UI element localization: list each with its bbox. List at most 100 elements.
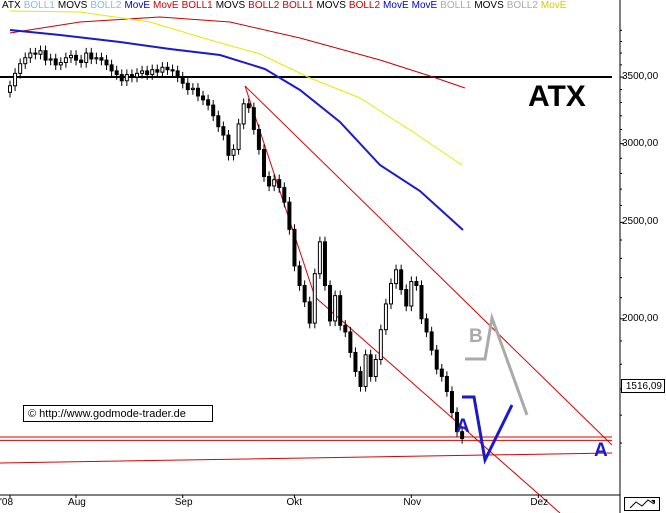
channel-upper-line xyxy=(244,85,613,446)
x-tick-label: '08 xyxy=(0,497,14,508)
candle-up xyxy=(18,63,23,74)
candle-up xyxy=(373,359,378,377)
candle-up xyxy=(272,179,277,187)
candle-up xyxy=(317,241,322,275)
candle-down xyxy=(297,265,302,287)
candle-down xyxy=(292,228,297,267)
candle-up xyxy=(23,57,28,65)
candle-down xyxy=(170,69,175,72)
legend-item[interactable]: BOLL2 xyxy=(248,0,280,11)
candle-up xyxy=(312,273,317,324)
candle-down xyxy=(419,285,424,320)
candle-down xyxy=(439,368,444,377)
chart-title: ATX xyxy=(528,80,586,113)
candle-down xyxy=(195,87,200,97)
legend-item[interactable]: BOLL1 xyxy=(23,0,55,11)
candle-up xyxy=(140,70,145,74)
legend-item[interactable]: MovE xyxy=(124,0,151,11)
legend-item[interactable]: MOVS xyxy=(316,0,346,11)
candle-up xyxy=(135,72,139,78)
channel-lower-line xyxy=(314,296,561,513)
candle-up xyxy=(58,61,63,66)
candle-down xyxy=(358,371,363,387)
legend-item[interactable]: MovE xyxy=(411,0,438,11)
candle-up xyxy=(236,123,241,150)
candle-down xyxy=(33,52,38,55)
y-tick-label: 3000,00 xyxy=(622,137,659,149)
legend-item[interactable]: BOLL1 xyxy=(181,0,213,11)
candle-up xyxy=(68,54,73,59)
legend-item[interactable]: MovE xyxy=(153,0,179,11)
candle-down xyxy=(180,76,185,84)
legend-item[interactable]: BOLL2 xyxy=(348,0,381,11)
wave-annotation: A xyxy=(456,416,470,437)
legend-item[interactable]: MOVS xyxy=(215,0,246,11)
candle-down xyxy=(256,128,261,150)
x-tick-label: Aug xyxy=(68,497,86,508)
candle-up xyxy=(394,269,399,285)
candle-down xyxy=(165,66,170,71)
x-tick-label: Dez xyxy=(530,497,549,508)
candle-up xyxy=(48,58,53,61)
copyright-box[interactable]: © http://www.godmode-trader.de xyxy=(23,405,213,422)
candle-down xyxy=(104,59,109,66)
chart-type-icon[interactable] xyxy=(624,497,660,511)
candle-up xyxy=(150,69,155,76)
legend-item[interactable]: BOLL1 xyxy=(440,0,472,11)
candle-down xyxy=(404,289,409,307)
candle-up xyxy=(13,72,18,87)
candle-down xyxy=(287,201,292,230)
candle-down xyxy=(338,295,343,326)
candle-up xyxy=(94,57,99,60)
legend-item[interactable]: MovE xyxy=(383,0,409,11)
candle-down xyxy=(89,52,94,60)
legend-item[interactable]: BOLL2 xyxy=(90,0,122,11)
candle-down xyxy=(99,57,104,61)
candle-down xyxy=(175,70,180,78)
candle-down xyxy=(43,50,48,61)
candle-up xyxy=(383,303,388,331)
candle-up xyxy=(363,354,368,387)
y-tick-label: 3500,00 xyxy=(622,71,659,83)
candle-up xyxy=(190,87,195,91)
candle-up xyxy=(84,52,89,63)
candle-up xyxy=(63,57,68,63)
indicator-legend: ATX BOLL1 MOVS BOLL2 MovE MovE BOLL1 MOVS BOLL2 B… xyxy=(2,0,569,13)
legend-item[interactable]: MOVS xyxy=(474,0,504,11)
candle-up xyxy=(124,74,129,82)
legend-item[interactable]: BOLL1 xyxy=(282,0,314,11)
x-tick-label: Nov xyxy=(403,497,422,508)
wave-annotation: A xyxy=(594,440,608,461)
candle-down xyxy=(216,115,221,128)
candle-down xyxy=(74,54,79,61)
candle-up xyxy=(160,66,165,73)
legend-item[interactable]: MOVS xyxy=(57,0,88,11)
legend-item[interactable]: BOLL2 xyxy=(506,0,538,11)
candle-down xyxy=(444,375,449,393)
candle-down xyxy=(211,104,216,117)
x-tick-label: Okt xyxy=(286,497,303,508)
wave-annotation: B xyxy=(469,326,483,347)
candle-down xyxy=(79,59,84,63)
legend-item[interactable]: ATX xyxy=(2,0,21,11)
moving-average-blue xyxy=(9,29,464,231)
candle-down xyxy=(53,58,58,66)
candle-down xyxy=(201,95,206,101)
legend-item[interactable]: MovE xyxy=(540,0,567,11)
candle-down xyxy=(282,187,287,203)
candle-down xyxy=(353,351,358,373)
candle-down xyxy=(434,349,439,370)
candle-down xyxy=(328,285,333,322)
candle-up xyxy=(409,281,414,307)
candle-down xyxy=(399,269,404,291)
candle-down xyxy=(129,74,134,78)
candle-down xyxy=(251,107,256,130)
candle-down xyxy=(368,354,373,377)
candle-down xyxy=(119,74,124,82)
candle-up xyxy=(378,329,383,361)
candle-down xyxy=(185,82,190,91)
candle-down xyxy=(155,69,160,73)
candle-down xyxy=(114,70,119,76)
candle-down xyxy=(343,324,348,333)
